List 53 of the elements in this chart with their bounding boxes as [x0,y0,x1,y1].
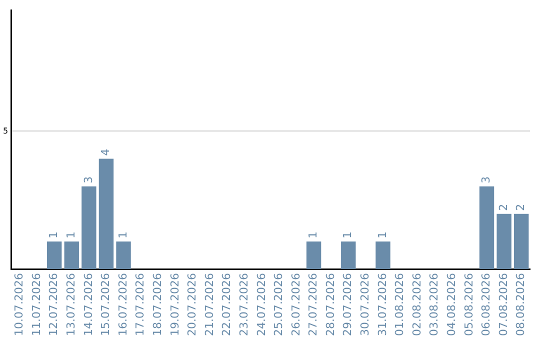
x-tick-label: 08.08.2026 [514,273,528,336]
x-tick-label: 02.08.2026 [410,273,424,336]
bar [64,241,79,270]
data-label: 3 [480,176,493,184]
x-tick-label: 29.07.2026 [341,273,354,336]
x-tick-label: 14.07.2026 [82,273,95,336]
x-tick-label: 06.08.2026 [480,273,493,336]
data-label: 1 [47,231,60,238]
data-label: 2 [496,204,510,211]
data-label: 1 [64,231,78,238]
x-tick-label: 28.07.2026 [324,273,337,336]
bar [341,241,356,270]
x-tick-label: 04.08.2026 [445,273,458,336]
x-tick-label: 22.07.2026 [220,273,234,336]
x-tick-label: 12.07.2026 [47,273,60,336]
x-tick-label: 26.07.2026 [289,273,302,336]
x-tick-label: 15.07.2026 [99,273,112,336]
bar [514,214,529,270]
data-label: 1 [116,231,130,238]
x-tick-label: 21.07.2026 [202,273,216,336]
data-label: 1 [341,231,354,238]
bar [46,241,62,270]
y-tick-label: 5 [2,126,8,136]
x-tick-label: 19.07.2026 [168,273,182,336]
bar [82,186,96,270]
data-label: 3 [82,176,95,184]
x-tick-label: 16.07.2026 [116,273,130,336]
bar [306,241,322,270]
x-tick-label: 01.08.2026 [393,273,406,336]
x-tick-label: 03.08.2026 [428,273,441,336]
data-label: 1 [376,231,389,238]
x-tick-label: 11.07.2026 [30,273,43,336]
x-tick-label: 17.07.2026 [134,273,147,336]
data-label: 1 [306,231,320,238]
x-tick-label: 30.07.2026 [358,273,372,336]
x-tick-label: 24.07.2026 [254,273,268,336]
data-label: 2 [514,204,528,211]
x-tick-label: 23.07.2026 [237,273,250,336]
x-tick-label: 25.07.2026 [272,273,286,336]
bar [98,158,114,270]
bar [116,241,131,270]
x-tick-label: 20.07.2026 [186,273,199,336]
bar [496,214,512,270]
x-tick-label: 10.07.2026 [12,273,26,336]
x-tick-label: 05.08.2026 [462,273,476,336]
x-tick-label: 07.08.2026 [496,273,510,336]
x-tick-label: 31.07.2026 [376,273,389,336]
x-tick-label: 13.07.2026 [64,273,78,336]
bar [376,241,390,270]
bar [479,186,494,270]
x-tick-label: 27.07.2026 [306,273,320,336]
x-tick-label: 18.07.2026 [150,273,164,336]
data-label: 4 [99,148,112,156]
